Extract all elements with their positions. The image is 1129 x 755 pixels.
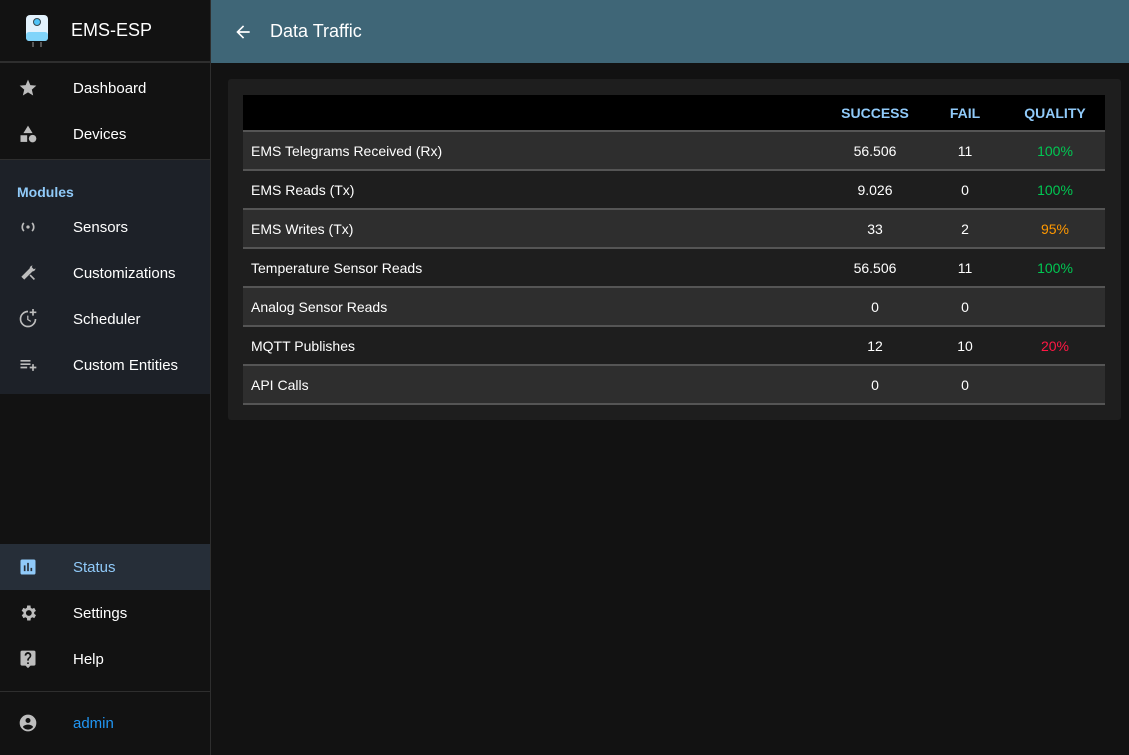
sidebar-item-label: Status [73,558,116,576]
success-count: 0 [825,287,925,327]
table-row: MQTT Publishes 12 10 20% [243,326,1105,366]
data-traffic-card: SUCCESS FAIL QUALITY EMS Telegrams Recei… [228,79,1121,420]
quality-value: 95% [1005,209,1105,249]
modules-section: Modules Sensors Customizations Scheduler… [0,159,210,394]
sidebar-item-label: Help [73,650,104,668]
sidebar-item-status[interactable]: Status [0,544,210,590]
user-account[interactable]: admin [0,700,210,746]
sidebar-item-scheduler[interactable]: Scheduler [0,296,210,342]
page-title: Data Traffic [270,21,362,41]
sensors-icon [21,222,35,232]
quality-value: 20% [1005,326,1105,366]
success-count: 56.506 [825,131,925,171]
fail-count: 2 [925,209,1005,249]
ems-esp-logo [26,14,48,47]
table-row: API Calls 0 0 [243,365,1105,405]
success-count: 0 [825,365,925,405]
row-name: EMS Reads (Tx) [243,170,825,210]
app-bar: Data Traffic [211,0,1129,63]
sidebar-item-sensors[interactable]: Sensors [0,204,210,250]
sidebar-item-label: Settings [73,604,128,622]
row-name: Temperature Sensor Reads [243,248,825,288]
sidebar-item-label: Scheduler [73,310,141,328]
column-header-success: SUCCESS [825,95,925,132]
sidebar-item-label: Sensors [73,218,129,236]
sidebar-item-dashboard[interactable]: Dashboard [0,65,210,111]
account-circle-icon [19,714,37,732]
sidebar-item-label: Dashboard [73,79,147,97]
sidebar-item-customizations[interactable]: Customizations [0,250,210,296]
row-name: API Calls [243,365,825,405]
username: admin [73,714,114,732]
app-title: EMS-ESP [71,20,153,40]
column-header-name [243,95,825,132]
success-count: 9.026 [825,170,925,210]
fail-count: 10 [925,326,1005,366]
row-name: EMS Telegrams Received (Rx) [243,131,825,171]
category-icon [20,125,37,143]
table-row: EMS Telegrams Received (Rx) 56.506 11 100% [243,131,1105,171]
sidebar-item-settings[interactable]: Settings [0,590,210,636]
star-icon [19,79,37,96]
sidebar-item-custom-entities[interactable]: Custom Entities [0,342,210,388]
fail-count: 0 [925,365,1005,405]
sidebar: EMS-ESP Dashboard Devices Modules Sensor… [0,0,211,755]
quality-value: 100% [1005,248,1105,288]
column-header-quality: QUALITY [1005,95,1105,132]
success-count: 33 [825,209,925,249]
success-count: 12 [825,326,925,366]
success-count: 56.506 [825,248,925,288]
column-header-fail: FAIL [925,95,1005,132]
quality-value [1005,365,1105,405]
more-time-icon [19,309,37,328]
fail-count: 11 [925,248,1005,288]
table-row: EMS Reads (Tx) 9.026 0 100% [243,170,1105,210]
brand: EMS-ESP [0,0,210,63]
fail-count: 0 [925,287,1005,327]
sidebar-item-label: Custom Entities [73,356,179,374]
back-arrow-icon[interactable] [233,22,253,42]
row-name: Analog Sensor Reads [243,287,825,327]
sidebar-item-devices[interactable]: Devices [0,111,210,157]
quality-value: 100% [1005,131,1105,171]
sidebar-item-help[interactable]: Help [0,636,210,682]
gear-icon [21,605,36,621]
sidebar-item-label: Devices [73,125,127,143]
row-name: EMS Writes (Tx) [243,209,825,249]
help-icon [20,650,36,669]
playlist-add-icon [20,360,37,371]
modules-title: Modules [17,184,74,200]
table-row: Analog Sensor Reads 0 0 [243,287,1105,327]
tools-icon [21,265,36,280]
fail-count: 11 [925,131,1005,171]
table-row: Temperature Sensor Reads 56.506 11 100% [243,248,1105,288]
table-row: EMS Writes (Tx) 33 2 95% [243,209,1105,249]
sidebar-item-label: Customizations [73,264,176,282]
assessment-icon [20,559,36,575]
quality-value [1005,287,1105,327]
data-traffic-table: SUCCESS FAIL QUALITY EMS Telegrams Recei… [243,95,1105,405]
fail-count: 0 [925,170,1005,210]
quality-value: 100% [1005,170,1105,210]
row-name: MQTT Publishes [243,326,825,366]
